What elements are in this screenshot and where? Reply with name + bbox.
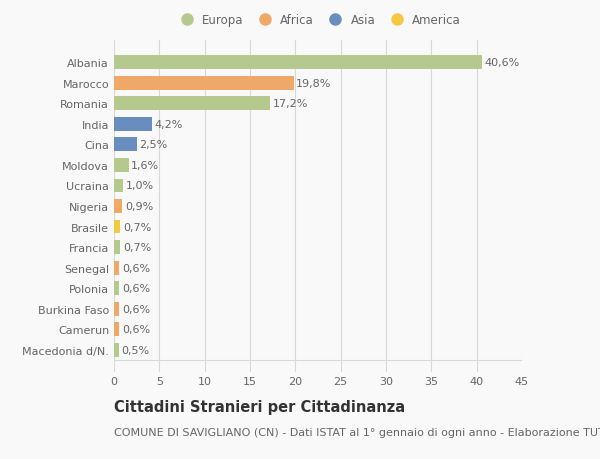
Bar <box>114 343 119 357</box>
Text: Cittadini Stranieri per Cittadinanza: Cittadini Stranieri per Cittadinanza <box>114 399 405 414</box>
Text: 17,2%: 17,2% <box>272 99 308 109</box>
Text: 0,6%: 0,6% <box>122 304 150 314</box>
Bar <box>114 118 152 132</box>
Bar <box>114 302 119 316</box>
Bar <box>114 97 270 111</box>
Bar <box>114 241 121 254</box>
Bar <box>114 220 121 234</box>
Bar <box>114 261 119 275</box>
Text: 0,5%: 0,5% <box>121 345 149 355</box>
Legend: Europa, Africa, Asia, America: Europa, Africa, Asia, America <box>175 14 461 27</box>
Bar <box>114 138 137 152</box>
Text: 0,6%: 0,6% <box>122 283 150 293</box>
Bar <box>114 200 122 213</box>
Text: 4,2%: 4,2% <box>155 120 183 130</box>
Text: 2,5%: 2,5% <box>139 140 167 150</box>
Text: 40,6%: 40,6% <box>485 58 520 68</box>
Text: 0,9%: 0,9% <box>125 202 153 212</box>
Bar <box>114 159 128 173</box>
Text: 19,8%: 19,8% <box>296 79 332 89</box>
Text: 0,7%: 0,7% <box>123 222 151 232</box>
Bar <box>114 322 119 336</box>
Text: 1,6%: 1,6% <box>131 161 160 171</box>
Bar <box>114 77 293 91</box>
Text: 0,7%: 0,7% <box>123 242 151 252</box>
Text: 0,6%: 0,6% <box>122 325 150 334</box>
Bar <box>114 56 482 70</box>
Bar <box>114 179 123 193</box>
Text: 1,0%: 1,0% <box>126 181 154 191</box>
Text: 0,6%: 0,6% <box>122 263 150 273</box>
Bar <box>114 281 119 296</box>
Text: COMUNE DI SAVIGLIANO (CN) - Dati ISTAT al 1° gennaio di ogni anno - Elaborazione: COMUNE DI SAVIGLIANO (CN) - Dati ISTAT a… <box>114 427 600 437</box>
